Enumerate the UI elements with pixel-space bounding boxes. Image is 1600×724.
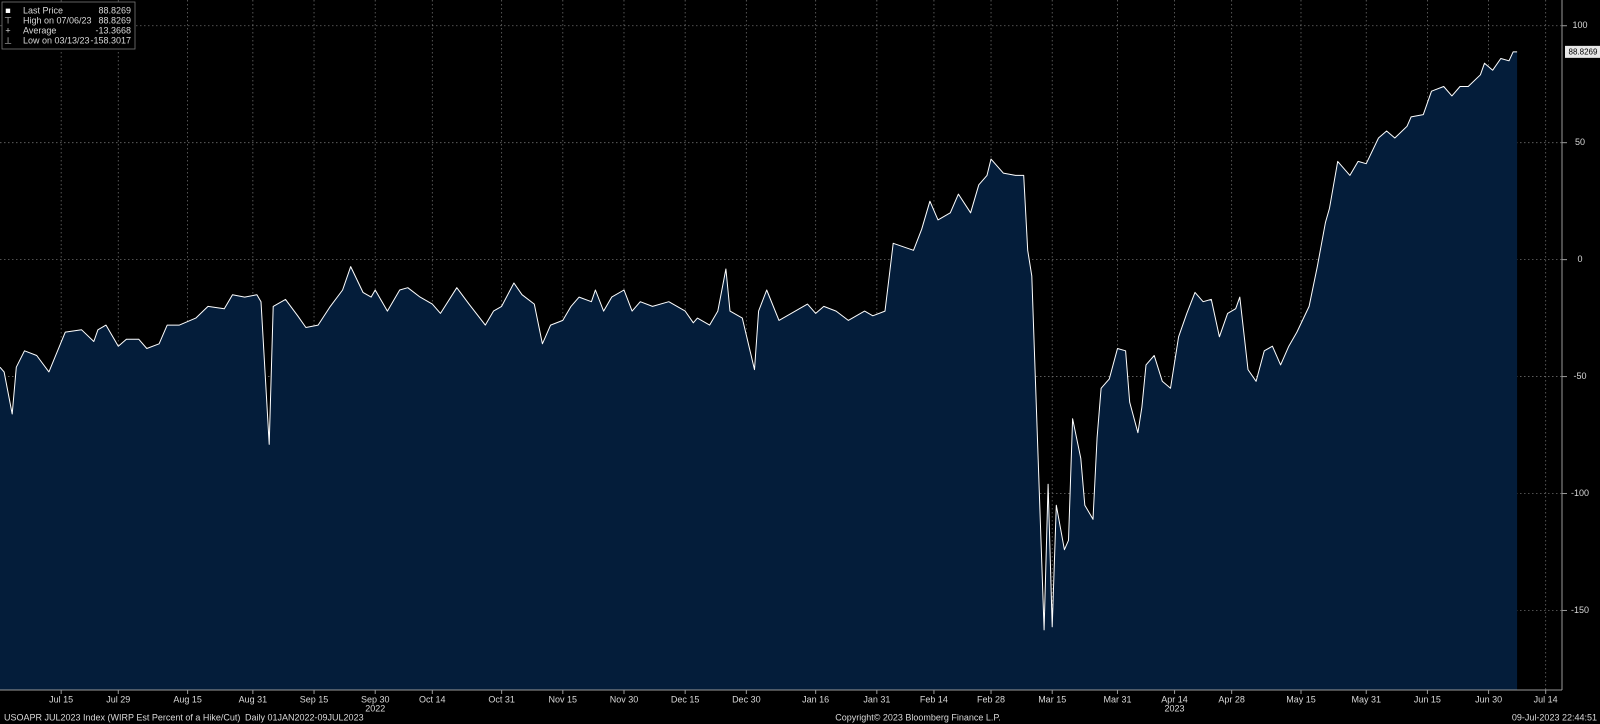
x-tick-label: Dec 15 (671, 694, 700, 704)
x-tick-label: Jul 14 (1534, 694, 1558, 704)
x-tick-label: May 31 (1351, 694, 1381, 704)
x-tick-label: Oct 14 (419, 694, 446, 704)
y-tick-label: 100 (1572, 20, 1587, 30)
y-tick-label: -150 (1571, 605, 1589, 615)
y-tick-label: -50 (1573, 371, 1586, 381)
line (0, 51, 1518, 631)
x-tick-label: Feb 14 (920, 694, 948, 704)
x-tick-label: Sep 15 (300, 694, 329, 704)
x-tick-label: Apr 28 (1218, 694, 1245, 704)
y-tick-label: 0 (1577, 254, 1582, 264)
legend-value: 88.8269 (98, 5, 131, 15)
x-tick-label: Jan 16 (802, 694, 829, 704)
last-price-box (1565, 45, 1600, 58)
y-tick-label: -100 (1571, 488, 1589, 498)
x-tick-label: Apr 14 (1161, 694, 1188, 704)
x-tick-label: Jul 29 (106, 694, 130, 704)
legend-label: Last Price (23, 5, 63, 15)
legend: ■ Last Price 88.8269 ⊤ High on 07/06/23 88.82… (1, 1, 136, 50)
x-tick-label: Mar 31 (1103, 694, 1131, 704)
last-price-label: 88.8269 (1569, 47, 1598, 56)
x-tick-label: Jun 30 (1475, 694, 1502, 704)
axes: -150 -100 -50 0 50 100 Jul 15 Jul 29 Aug 15 Aug 3… (49, 20, 1600, 713)
legend-label: Low on 03/13/23 (23, 35, 90, 45)
x-tick-label: Aug 15 (173, 694, 202, 704)
x-tick-label: Jun 15 (1414, 694, 1441, 704)
legend-label: High on 07/06/23 (23, 15, 92, 25)
legend-icon: ⊥ (4, 35, 12, 45)
x-tick-label: Mar 15 (1038, 694, 1066, 704)
footer-copyright: Copyright© 2023 Bloomberg Finance L.P. (835, 712, 1001, 722)
legend-icon: ■ (5, 5, 10, 15)
x-tick-label: Feb 28 (977, 694, 1005, 704)
area (0, 51, 1518, 690)
legend-box (1, 1, 136, 50)
footer-security: USOAPR JUL2023 Index (WIRP Est Percent o… (4, 712, 240, 722)
x-tick-label: Oct 31 (488, 694, 515, 704)
legend-icon: + (5, 25, 10, 35)
footer-timestamp: 09-Jul-2023 22:44:51 (1512, 712, 1597, 722)
footer-range: Daily 01JAN2022-09JUL2023 (245, 712, 364, 722)
legend-label: Average (23, 25, 56, 35)
legend-value: -158.3017 (90, 35, 131, 45)
x-tick-label: Jul 15 (49, 694, 73, 704)
year-label: 2022 (365, 703, 385, 713)
x-tick-label: Aug 31 (239, 694, 268, 704)
legend-value: -13.3668 (95, 25, 131, 35)
x-tick-label: Jan 31 (863, 694, 890, 704)
x-tick-label: Sep 30 (361, 694, 390, 704)
plot (0, 51, 1518, 690)
legend-icon: ⊤ (4, 15, 12, 25)
year-label: 2023 (1165, 703, 1185, 713)
legend-value: 88.8269 (98, 15, 131, 25)
y-tick-label: 50 (1575, 137, 1585, 147)
x-tick-label: Nov 30 (610, 694, 639, 704)
x-tick-label: Dec 30 (732, 694, 761, 704)
x-tick-label: Nov 15 (549, 694, 578, 704)
x-tick-label: May 15 (1286, 694, 1316, 704)
